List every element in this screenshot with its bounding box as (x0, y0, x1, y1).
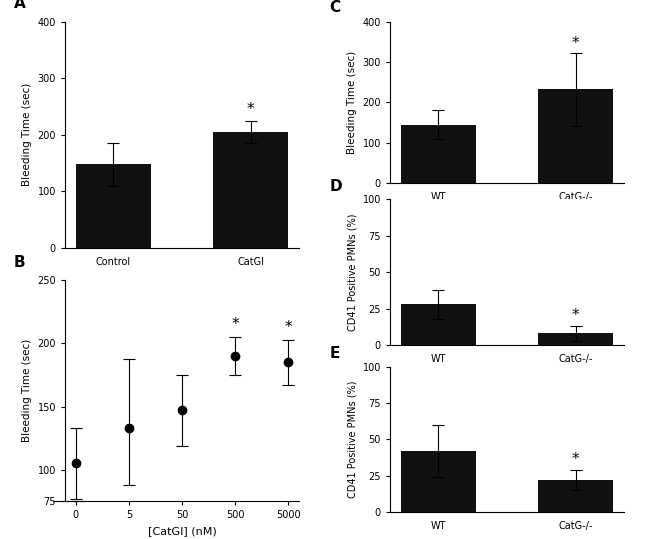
Bar (538, 89, 614, 183)
Text: A: A (14, 0, 25, 11)
Bar (400, 304, 476, 345)
Y-axis label: CD41 Positive PMNs (%): CD41 Positive PMNs (%) (347, 381, 357, 498)
Bar (538, 333, 614, 345)
Text: E: E (329, 346, 339, 361)
Text: B: B (14, 255, 25, 270)
Text: D: D (329, 179, 342, 194)
Text: *: * (572, 308, 579, 323)
Text: *: * (285, 320, 292, 335)
Bar (400, 451, 476, 512)
Bar (400, 125, 476, 183)
Text: C: C (329, 0, 341, 15)
Text: *: * (247, 102, 254, 117)
Bar (538, 480, 614, 512)
X-axis label: [CatGI] (nM): [CatGI] (nM) (148, 526, 216, 536)
Y-axis label: Bleeding Time (sec): Bleeding Time (sec) (347, 51, 357, 154)
Y-axis label: CD41 Positive PMNs (%): CD41 Positive PMNs (%) (347, 213, 357, 331)
Text: *: * (572, 452, 579, 467)
Y-axis label: Bleeding Time (sec): Bleeding Time (sec) (22, 339, 32, 443)
Text: *: * (572, 36, 579, 51)
Y-axis label: Bleeding Time (sec): Bleeding Time (sec) (22, 83, 32, 186)
Bar (213, 132, 289, 248)
Bar (75, 164, 151, 248)
Text: *: * (231, 317, 239, 332)
